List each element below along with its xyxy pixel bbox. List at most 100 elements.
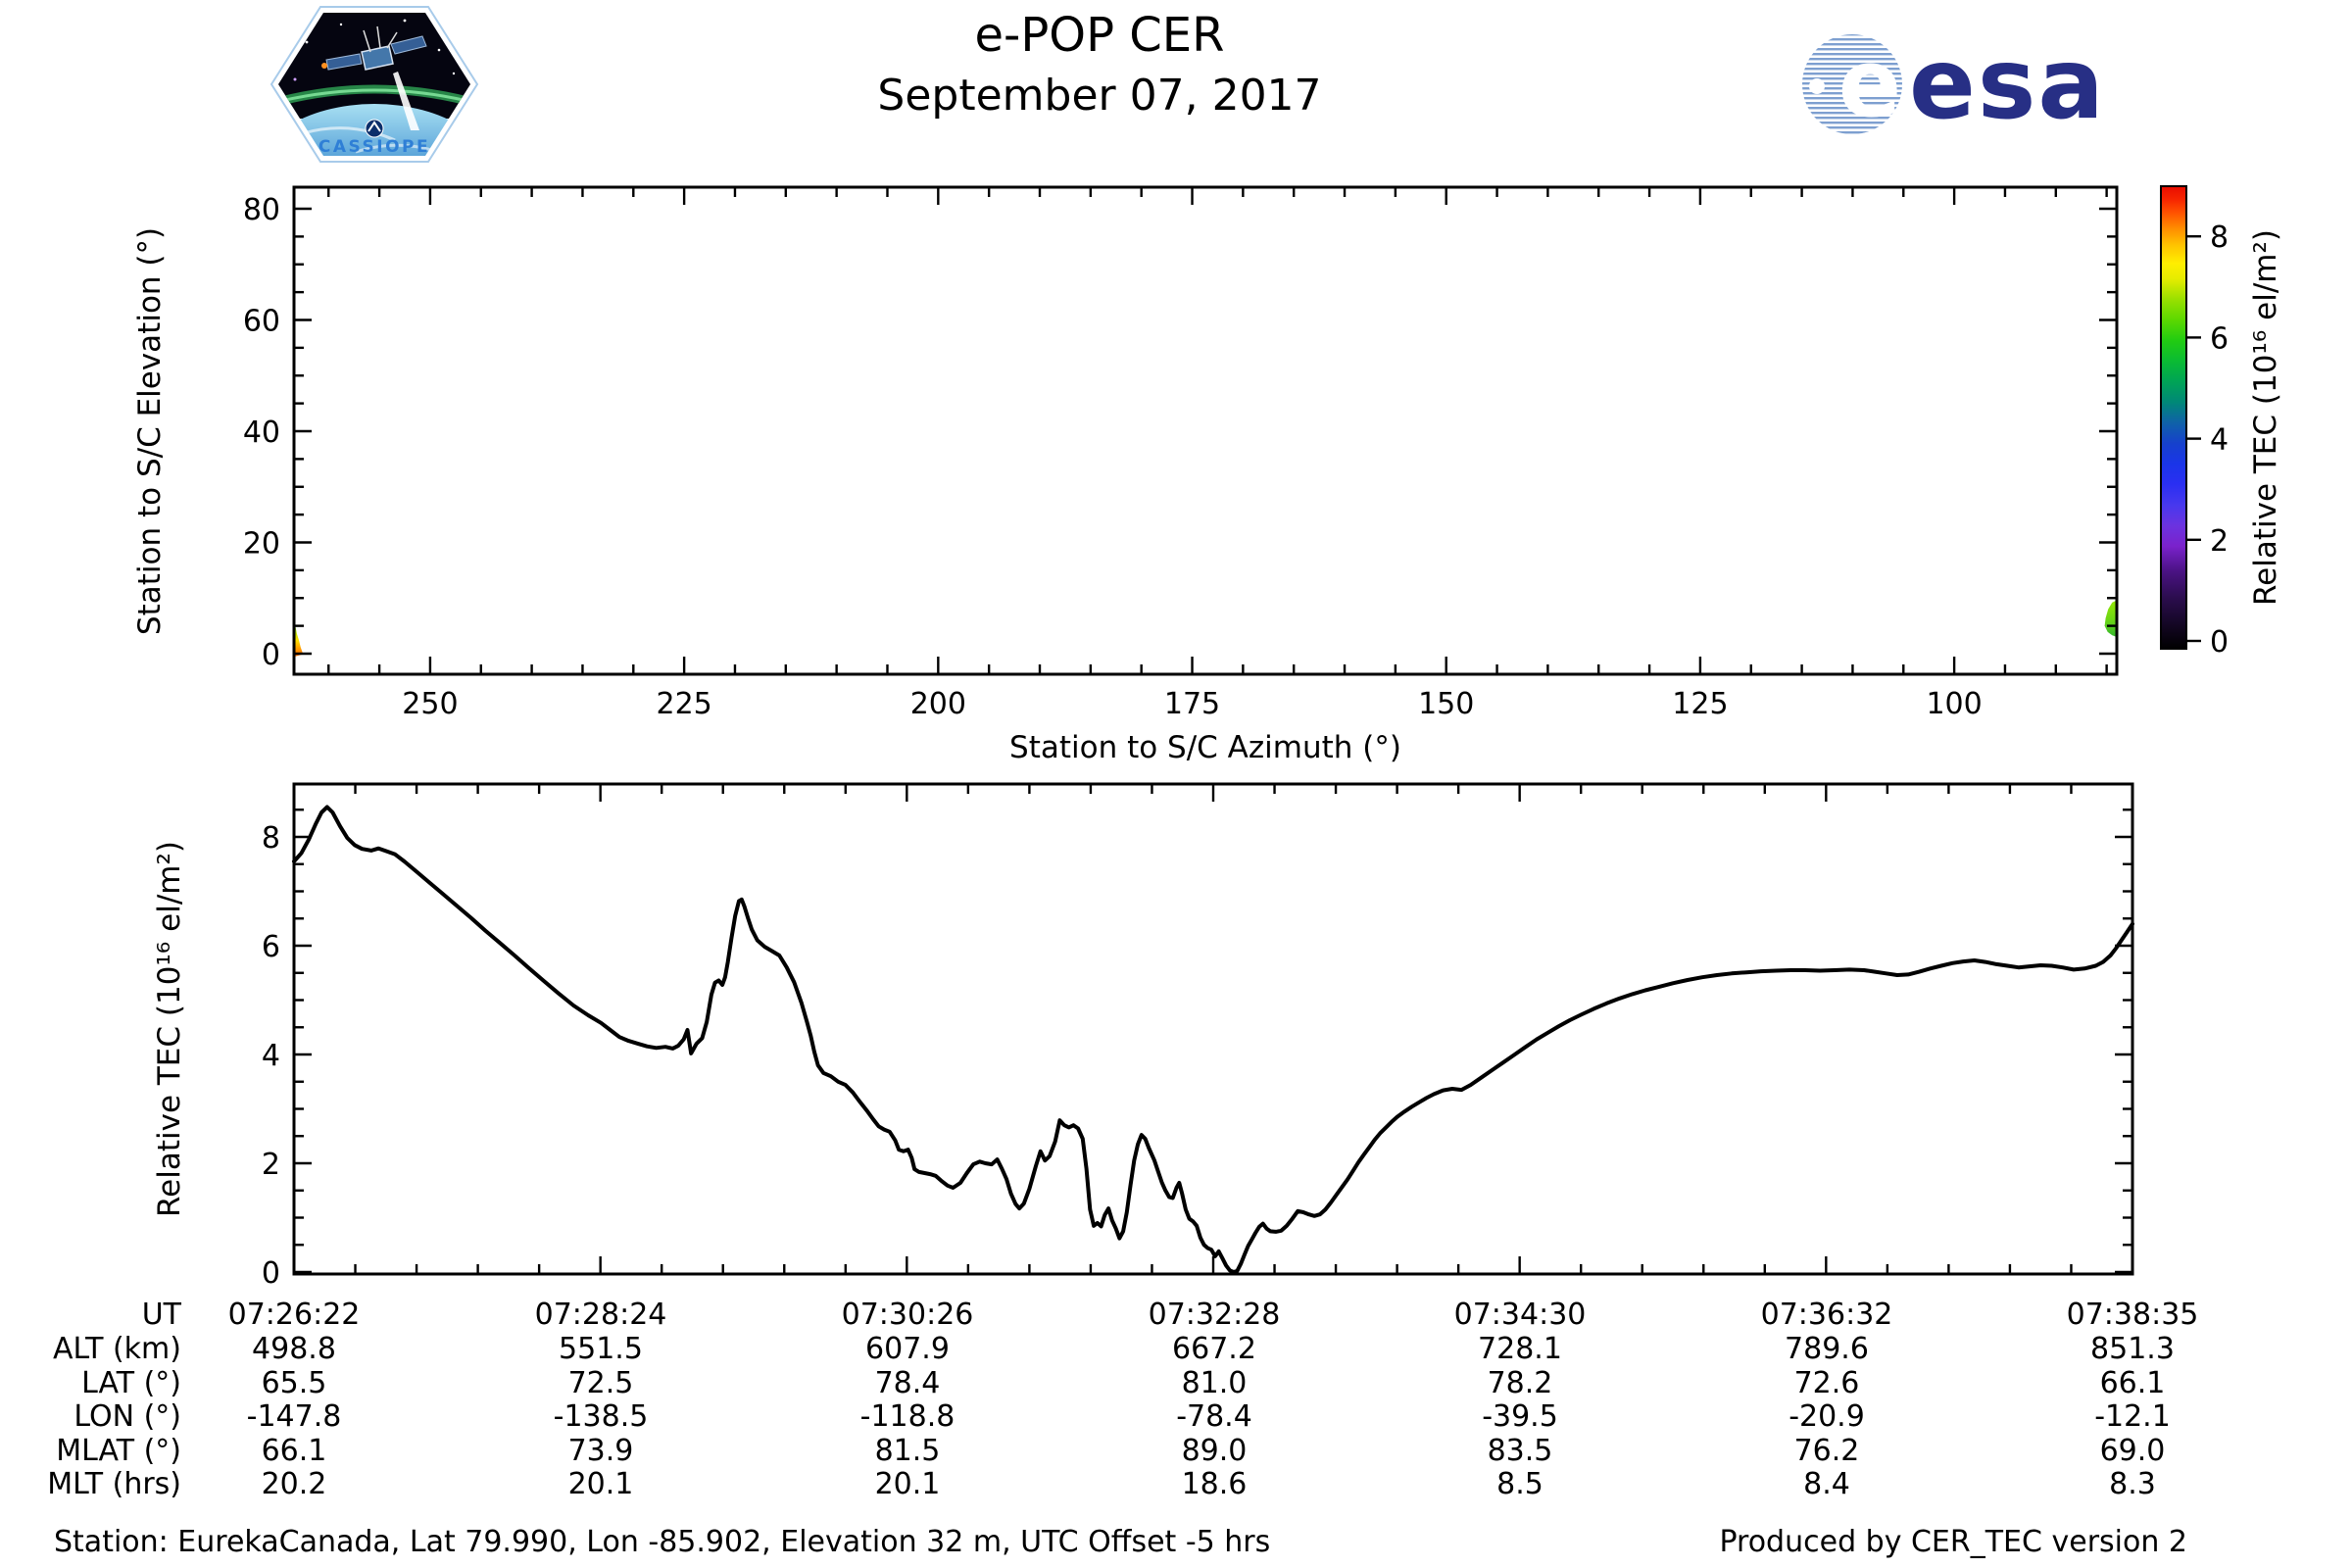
table-row: LAT (°) 65.5 72.5 78.4 81.0 78.2 72.6 66.1 [0,1367,2352,1400]
bottom-chart-ylabel: Relative TEC (10¹⁶ el/m²) [152,841,187,1217]
table-cell: 78.2 [1487,1366,1553,1400]
top-x-tick-label: 125 [1672,687,1728,721]
top-x-tick-label: 150 [1418,687,1474,721]
tec-timeseries-plot: 0 2 4 6 8 [262,782,2134,1291]
pass-start-blob [294,623,304,658]
bottom-y-tick-label: 8 [262,821,280,856]
table-cell: 69.0 [2099,1434,2166,1468]
patch-radio-beam [393,72,419,130]
colorbar-tick-label: 4 [2210,423,2229,458]
esa-logo-icon: e esa [1802,26,2104,141]
table-cell: 07:30:26 [841,1298,974,1332]
patch-aurora-bright [280,88,468,103]
table-cell: 20.1 [567,1467,634,1501]
top-y-tick-label: 0 [262,638,280,672]
bottom-x-ticks [292,784,2134,1274]
top-chart-ylabel: Station to S/C Elevation (°) [132,227,168,635]
table-row-label: LON (°) [74,1399,181,1434]
bottom-plot-frame [292,782,2134,1276]
esa-logo: e esa [1799,26,2211,145]
table-row: ALT (km) 498.8 551.5 607.9 667.2 728.1 789.6 85… [0,1333,2352,1366]
patch-agency-roundel [365,119,384,138]
table-row: MLAT (°) 66.1 73.9 81.5 89.0 83.5 76.2 69.0 [0,1435,2352,1468]
cassiope-mission-patch: CASSIOPE [268,3,481,166]
table-cell: 83.5 [1487,1434,1553,1468]
top-chart-xlabel: Station to S/C Azimuth (°) [1009,730,1401,765]
table-cell: 20.1 [874,1467,941,1501]
esa-star-dot [1809,78,1825,94]
table-cell: 607.9 [865,1332,950,1366]
esa-e-glyph: e [1838,30,1901,138]
top-y-tick-label: 20 [243,527,280,562]
colorbar-outline [2160,185,2187,650]
table-cell: 76.2 [1793,1434,1860,1468]
table-row-label: MLAT (°) [56,1434,181,1468]
table-cell: 78.4 [874,1366,941,1400]
table-cell: 8.4 [1803,1467,1850,1501]
table-cell: 551.5 [559,1332,643,1366]
producer-info: Produced by CER_TEC version 2 [1719,1525,2187,1559]
table-cell: 07:34:30 [1453,1298,1587,1332]
top-y-tick-label: 80 [243,193,280,227]
top-x-tick-label: 225 [656,687,711,721]
colorbar-tick-label: 8 [2210,220,2229,255]
top-x-tick-label: 200 [910,687,966,721]
page-title: e-POP CER [974,8,1225,63]
table-cell: 65.5 [261,1366,327,1400]
station-info: Station: EurekaCanada, Lat 79.990, Lon -… [54,1525,1271,1559]
colorbar-tick-label: 6 [2210,321,2229,356]
colorbar-label: Relative TEC (10¹⁶ el/m²) [2248,229,2283,606]
table-cell: 07:38:35 [2066,1298,2199,1332]
colorbar-tick-label: 0 [2210,625,2229,660]
table-cell: 851.3 [2090,1332,2175,1366]
table-row-label: LAT (°) [81,1366,181,1400]
table-cell: 07:26:22 [227,1298,361,1332]
top-plot-frame [292,185,2119,676]
top-x-ticks: 250 225 200 175 150 125 100 [327,187,2108,721]
table-cell: -12.1 [2094,1399,2171,1434]
table-row-label: ALT (km) [53,1332,181,1366]
patch-stars [293,19,456,81]
table-cell: 07:32:28 [1148,1298,1281,1332]
patch-satellite [321,25,427,71]
colorbar-tick-label: 2 [2210,524,2229,559]
table-cell: 89.0 [1181,1434,1248,1468]
tec-colorbar: 0 2 4 6 8 [2160,185,2229,660]
bottom-y-tick-label: 6 [262,930,280,964]
esa-globe-icon [1802,34,1902,134]
table-row: LON (°) -147.8 -138.5 -118.8 -78.4 -39.5 -20.9… [0,1400,2352,1434]
table-cell: 8.3 [2109,1467,2156,1501]
top-y-tick-label: 40 [243,416,280,450]
bottom-y-tick-label: 4 [262,1039,280,1073]
colorbar-gradient [2161,186,2186,649]
elevation-azimuth-plot: 250 225 200 175 150 125 100 0 20 40 60 80 [243,185,2119,721]
relative-tec-curve [292,805,2134,1274]
bottom-y-tick-label: 2 [262,1148,280,1182]
top-x-tick-label: 250 [402,687,458,721]
table-row-label: UT [141,1298,181,1332]
top-y-ticks: 0 20 40 60 80 [243,193,2117,672]
pass-end-blob [2104,600,2117,637]
table-cell: 72.5 [567,1366,634,1400]
table-cell: -39.5 [1482,1399,1558,1434]
cassiope-label: CASSIOPE [318,137,430,157]
table-cell: 8.5 [1496,1467,1544,1501]
table-row-label: MLT (hrs) [47,1467,181,1501]
table-cell: -78.4 [1176,1399,1252,1434]
top-x-tick-label: 175 [1164,687,1220,721]
figure-date: September 07, 2017 [877,71,1322,121]
table-cell: 73.9 [567,1434,634,1468]
table-cell: 81.0 [1181,1366,1248,1400]
table-cell: -118.8 [859,1399,956,1434]
table-cell: -138.5 [553,1399,649,1434]
table-cell: -20.9 [1788,1399,1865,1434]
bottom-y-tick-label: 0 [262,1256,280,1291]
top-x-tick-label: 100 [1926,687,1982,721]
table-cell: 81.5 [874,1434,941,1468]
table-cell: 07:28:24 [534,1298,667,1332]
table-cell: 66.1 [2099,1366,2166,1400]
table-cell: 667.2 [1172,1332,1256,1366]
table-cell: 18.6 [1181,1467,1248,1501]
